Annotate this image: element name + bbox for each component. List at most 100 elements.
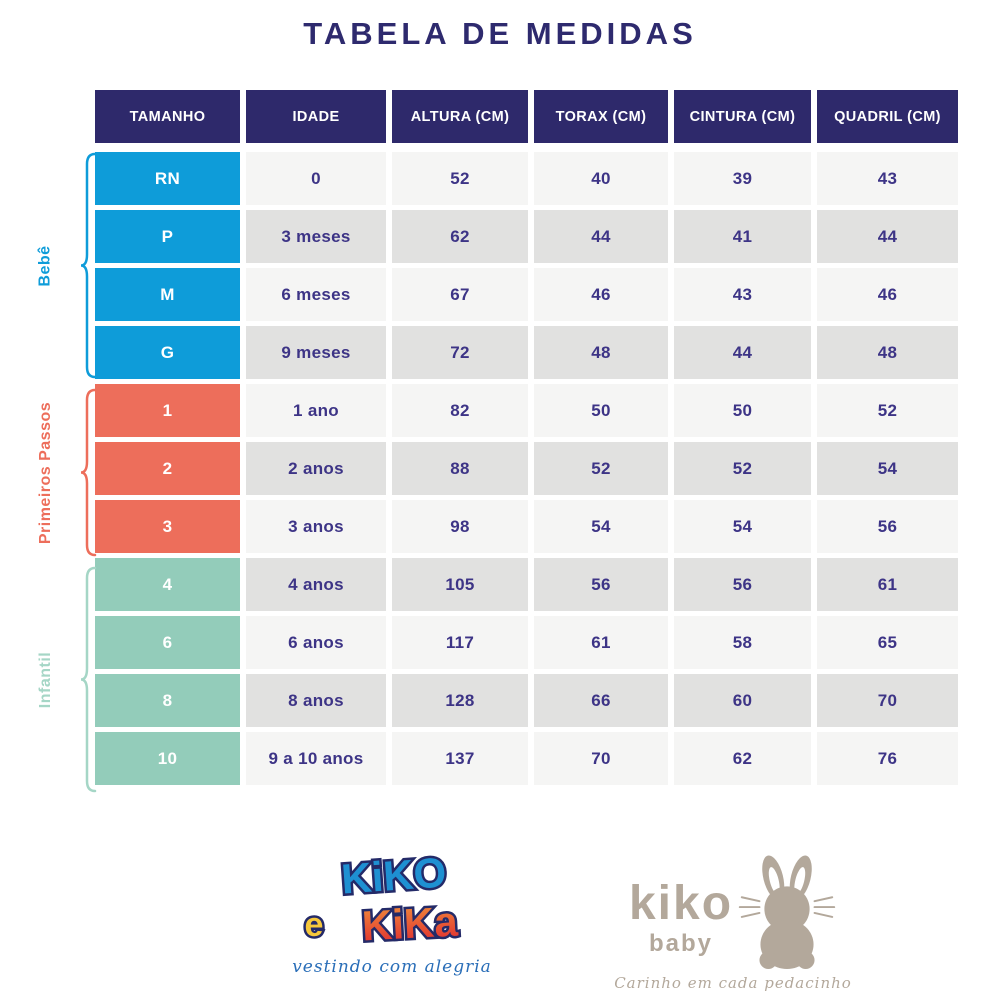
kiko-e-kika-logo: KiKO e KiKa vestindo com alegria bbox=[282, 846, 502, 977]
group-label-primeiros-passos: Primeiros Passos bbox=[37, 401, 55, 544]
page-title: TABELA DE MEDIDAS bbox=[303, 16, 697, 51]
idade-cell: 4 anos bbox=[246, 558, 386, 611]
torax-cell: 56 bbox=[534, 558, 668, 611]
torax-cell: 50 bbox=[534, 384, 668, 437]
quadril-cell: 48 bbox=[817, 326, 958, 379]
cintura-cell: 54 bbox=[674, 500, 811, 553]
quadril-cell: 56 bbox=[817, 500, 958, 553]
bunny-icon bbox=[738, 855, 836, 970]
table-row: P 3 meses 62 44 41 44 bbox=[95, 210, 958, 263]
torax-cell: 40 bbox=[534, 152, 668, 205]
torax-cell: 48 bbox=[534, 326, 668, 379]
cintura-cell: 41 bbox=[674, 210, 811, 263]
group-brace-infantil bbox=[80, 566, 97, 793]
table-header-row: TAMANHO IDADE ALTURA (CM) TORAX (CM) CIN… bbox=[95, 90, 958, 143]
altura-cell: 82 bbox=[392, 384, 528, 437]
size-cell: 4 bbox=[95, 558, 240, 611]
header-tamanho: TAMANHO bbox=[95, 90, 240, 143]
table-row: 10 9 a 10 anos 137 70 62 76 bbox=[95, 732, 958, 785]
quadril-cell: 76 bbox=[817, 732, 958, 785]
torax-cell: 54 bbox=[534, 500, 668, 553]
cintura-cell: 43 bbox=[674, 268, 811, 321]
cintura-cell: 60 bbox=[674, 674, 811, 727]
size-cell: 2 bbox=[95, 442, 240, 495]
kiko-text: KiKO bbox=[340, 850, 448, 903]
idade-cell: 9 a 10 anos bbox=[246, 732, 386, 785]
torax-cell: 52 bbox=[534, 442, 668, 495]
altura-cell: 62 bbox=[392, 210, 528, 263]
idade-cell: 9 meses bbox=[246, 326, 386, 379]
quadril-cell: 46 bbox=[817, 268, 958, 321]
header-altura: ALTURA (CM) bbox=[392, 90, 528, 143]
size-cell: 8 bbox=[95, 674, 240, 727]
idade-cell: 2 anos bbox=[246, 442, 386, 495]
cintura-cell: 52 bbox=[674, 442, 811, 495]
altura-cell: 137 bbox=[392, 732, 528, 785]
idade-cell: 1 ano bbox=[246, 384, 386, 437]
quadril-cell: 54 bbox=[817, 442, 958, 495]
altura-cell: 128 bbox=[392, 674, 528, 727]
quadril-cell: 70 bbox=[817, 674, 958, 727]
kiko-baby-name: kiko bbox=[628, 877, 734, 930]
quadril-cell: 52 bbox=[817, 384, 958, 437]
size-cell: 1 bbox=[95, 384, 240, 437]
header-cintura: CINTURA (CM) bbox=[674, 90, 811, 143]
cintura-cell: 62 bbox=[674, 732, 811, 785]
group-label-bebe: Bebê bbox=[37, 244, 54, 287]
size-cell: 3 bbox=[95, 500, 240, 553]
altura-cell: 117 bbox=[392, 616, 528, 669]
kiko-baby-tagline: Carinho em cada pedacinho bbox=[614, 974, 852, 992]
kika-text: KiKa bbox=[361, 898, 460, 950]
table-row: RN 0 52 40 39 43 bbox=[95, 152, 958, 205]
kiko-e-kika-tagline: vestindo com alegria bbox=[292, 957, 492, 977]
table-row: 1 1 ano 82 50 50 52 bbox=[95, 384, 958, 437]
quadril-cell: 44 bbox=[817, 210, 958, 263]
header-quadril: QUADRIL (CM) bbox=[817, 90, 958, 143]
kiko-baby-logo: kiko baby Carinho em bbox=[588, 852, 878, 992]
group-label-infantil: Infantil bbox=[37, 651, 54, 708]
size-cell: M bbox=[95, 268, 240, 321]
idade-cell: 0 bbox=[246, 152, 386, 205]
table-row: 8 8 anos 128 66 60 70 bbox=[95, 674, 958, 727]
table-row: M 6 meses 67 46 43 46 bbox=[95, 268, 958, 321]
torax-cell: 70 bbox=[534, 732, 668, 785]
table-row: 3 3 anos 98 54 54 56 bbox=[95, 500, 958, 553]
size-cell: 10 bbox=[95, 732, 240, 785]
quadril-cell: 65 bbox=[817, 616, 958, 669]
group-brace-primeiros-passos bbox=[80, 388, 97, 557]
torax-cell: 61 bbox=[534, 616, 668, 669]
cintura-cell: 56 bbox=[674, 558, 811, 611]
altura-cell: 67 bbox=[392, 268, 528, 321]
idade-cell: 6 meses bbox=[246, 268, 386, 321]
table-row: 6 6 anos 117 61 58 65 bbox=[95, 616, 958, 669]
cintura-cell: 44 bbox=[674, 326, 811, 379]
torax-cell: 44 bbox=[534, 210, 668, 263]
kiko-baby-sub: baby bbox=[648, 930, 713, 957]
altura-cell: 52 bbox=[392, 152, 528, 205]
header-torax: TORAX (CM) bbox=[534, 90, 668, 143]
group-brace-bebe bbox=[80, 152, 97, 379]
cintura-cell: 39 bbox=[674, 152, 811, 205]
altura-cell: 105 bbox=[392, 558, 528, 611]
quadril-cell: 43 bbox=[817, 152, 958, 205]
size-cell: RN bbox=[95, 152, 240, 205]
torax-cell: 46 bbox=[534, 268, 668, 321]
idade-cell: 3 meses bbox=[246, 210, 386, 263]
table-row: 4 4 anos 105 56 56 61 bbox=[95, 558, 958, 611]
size-cell: 6 bbox=[95, 616, 240, 669]
altura-cell: 72 bbox=[392, 326, 528, 379]
size-table: TAMANHO IDADE ALTURA (CM) TORAX (CM) CIN… bbox=[95, 90, 958, 790]
cintura-cell: 50 bbox=[674, 384, 811, 437]
size-cell: P bbox=[95, 210, 240, 263]
kiko-e-kika-wordmark: KiKO e KiKa bbox=[302, 846, 462, 952]
table-row: 2 2 anos 88 52 52 54 bbox=[95, 442, 958, 495]
altura-cell: 88 bbox=[392, 442, 528, 495]
idade-cell: 8 anos bbox=[246, 674, 386, 727]
e-text: e bbox=[305, 906, 324, 944]
torax-cell: 66 bbox=[534, 674, 668, 727]
quadril-cell: 61 bbox=[817, 558, 958, 611]
idade-cell: 6 anos bbox=[246, 616, 386, 669]
cintura-cell: 58 bbox=[674, 616, 811, 669]
size-cell: G bbox=[95, 326, 240, 379]
altura-cell: 98 bbox=[392, 500, 528, 553]
